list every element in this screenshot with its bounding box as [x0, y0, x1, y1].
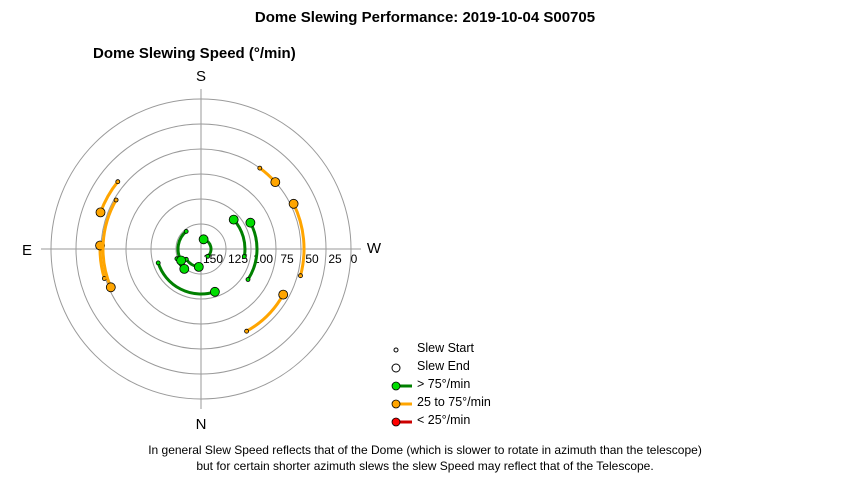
- compass-label-s: S: [196, 68, 206, 85]
- slew-end-point: [278, 289, 289, 300]
- legend-label: Slew Start: [417, 341, 474, 355]
- slew-start-point: [241, 254, 247, 260]
- slew-end-point: [198, 234, 209, 245]
- radial-tick-label: 0: [351, 252, 358, 266]
- compass-labels: S W N E: [22, 68, 382, 433]
- slew-end-point: [193, 261, 204, 272]
- slew-arc: [292, 203, 306, 277]
- legend-label: > 75°/min: [417, 377, 471, 391]
- footer-line-2: but for certain shorter azimuth slews th…: [196, 459, 654, 473]
- compass-label-e: E: [22, 242, 32, 259]
- slew-start-marker-icon: [393, 347, 399, 353]
- legend-label: Slew End: [417, 359, 470, 373]
- slew-arc: [246, 221, 259, 281]
- footer-line-1: In general Slew Speed reflects that of t…: [148, 443, 702, 457]
- slew-start-point: [205, 253, 211, 259]
- slew-end-point: [270, 177, 281, 188]
- slew-end-marker-icon: [391, 363, 401, 373]
- polar-grid: [41, 89, 361, 409]
- radial-tick-labels: 150 125 100 75 50 25 0: [203, 252, 358, 266]
- slew-end-point: [95, 207, 106, 218]
- slew-start-point: [245, 277, 251, 282]
- radial-tick-label: 75: [280, 252, 294, 266]
- legend-label: 25 to 75°/min: [417, 395, 491, 409]
- slew-start-point: [257, 165, 263, 171]
- footer-note: In general Slew Speed reflects that of t…: [0, 442, 850, 474]
- slew-end-point: [179, 263, 190, 274]
- fast-line-icon: [391, 381, 412, 391]
- slew-end-point: [209, 286, 220, 297]
- slew-end-point: [176, 255, 187, 266]
- slew-start-point: [115, 179, 121, 185]
- radial-tick-label: 150: [203, 252, 223, 266]
- slew-end-point: [228, 214, 239, 225]
- chart-subtitle: Dome Slewing Speed (°/min): [93, 45, 296, 62]
- slew-end-point: [105, 282, 116, 293]
- page-title: Dome Slewing Performance: 2019-10-04 S00…: [254, 9, 596, 26]
- slew-start-point: [244, 328, 250, 334]
- compass-label-w: W: [367, 240, 382, 257]
- slew-arcs: [95, 165, 306, 334]
- slew-start-point: [113, 197, 119, 203]
- slow-line-icon: [391, 417, 412, 427]
- slew-start-point: [298, 273, 303, 279]
- medium-line-icon: [391, 399, 412, 409]
- slew-start-point: [183, 228, 189, 234]
- radial-tick-label: 50: [305, 252, 319, 266]
- slew-arc: [101, 199, 118, 288]
- radial-tick-label: 25: [328, 252, 342, 266]
- legend-label: < 25°/min: [417, 413, 471, 427]
- slew-start-point: [155, 260, 161, 266]
- slew-end-point: [245, 217, 256, 228]
- slew-end-point: [288, 198, 299, 209]
- slew-arc: [156, 262, 216, 296]
- compass-label-n: N: [196, 416, 207, 433]
